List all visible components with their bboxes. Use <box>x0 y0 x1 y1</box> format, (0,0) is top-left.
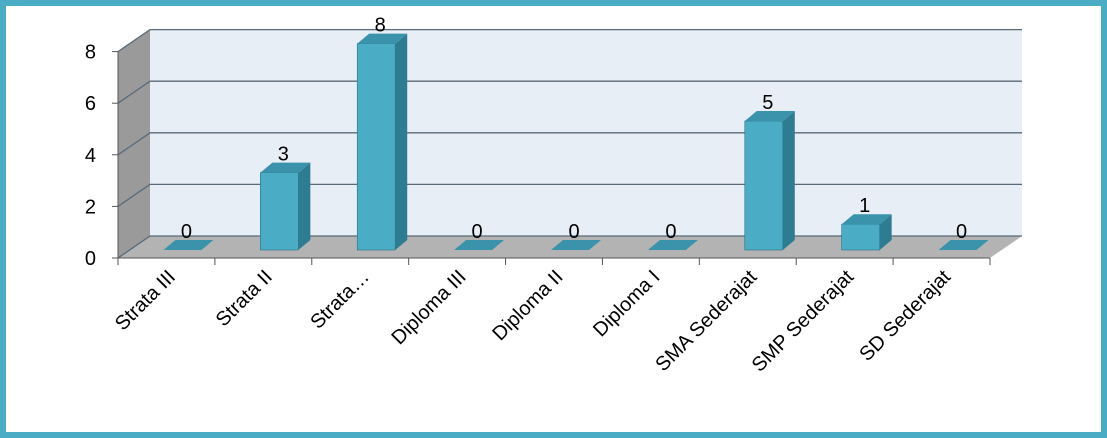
bar-front <box>260 172 299 251</box>
gridlines <box>117 28 1022 259</box>
x-tick-label: Diploma III <box>387 266 470 349</box>
data-label: 5 <box>762 92 773 114</box>
gridline <box>117 132 1022 156</box>
x-tick-label: SD Sederajat <box>855 266 955 366</box>
gridline <box>117 235 1022 259</box>
bar-top <box>260 162 311 173</box>
data-label: 0 <box>181 221 192 243</box>
bar-top <box>357 33 408 44</box>
x-tick-label: Strata… <box>306 266 373 333</box>
data-label: 1 <box>859 195 870 217</box>
gridline <box>117 28 1022 53</box>
x-tick-label: SMP Sederajat <box>748 266 859 377</box>
bar <box>647 240 698 250</box>
x-tick-label: Strata II <box>212 266 277 331</box>
bar-front <box>744 120 784 251</box>
bar-top <box>163 240 214 250</box>
bar-side <box>879 214 892 250</box>
bar-side <box>782 111 795 250</box>
x-tick-label: Strata III <box>111 266 180 335</box>
x-tick-label: SMA Sederajat <box>651 266 761 376</box>
y-tick-label: 4 <box>85 145 96 167</box>
bar <box>744 111 795 251</box>
y-tick-label: 6 <box>85 93 96 115</box>
data-label: 8 <box>375 15 386 37</box>
x-tick-label: Diploma II <box>488 266 567 345</box>
bar <box>356 33 408 251</box>
y-tick-label: 0 <box>85 248 96 270</box>
data-label: 0 <box>956 221 967 243</box>
bar <box>841 214 892 251</box>
bar-top <box>841 214 892 225</box>
bar <box>551 240 601 250</box>
bar <box>260 162 311 251</box>
bar-top <box>744 111 795 121</box>
bar-top <box>454 240 505 250</box>
bar-side <box>395 33 408 250</box>
bars <box>163 33 989 251</box>
bar <box>163 240 214 250</box>
bar-front <box>356 43 396 251</box>
bar-top <box>551 240 601 250</box>
bar-top <box>938 240 989 250</box>
data-label: 0 <box>472 221 483 243</box>
x-tick-label: Diploma I <box>589 266 664 341</box>
data-label: 3 <box>278 144 289 166</box>
bar <box>454 240 505 250</box>
bar-side <box>298 162 311 250</box>
y-tick-label: 8 <box>85 42 96 64</box>
bar <box>938 240 989 250</box>
bar-top <box>647 240 698 250</box>
data-label: 0 <box>665 221 676 243</box>
data-label: 0 <box>568 221 579 243</box>
gridline <box>117 183 1022 207</box>
y-tick-label: 2 <box>85 196 96 218</box>
gridline <box>117 80 1022 104</box>
y-axis: 0 2 4 6 8 <box>85 42 119 270</box>
x-axis: Strata III Strata II Strata… Diploma III Dip… <box>111 257 991 377</box>
bar-front <box>841 223 880 251</box>
